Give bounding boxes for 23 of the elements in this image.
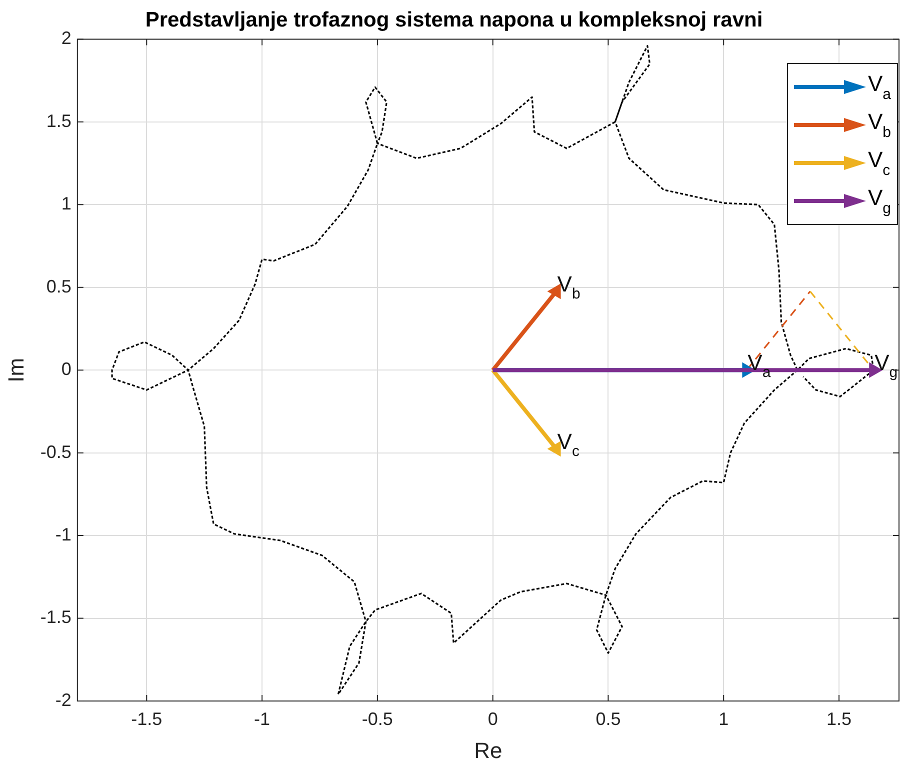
y-tick-label: 0 [61,359,72,380]
x-tick-label: 1 [718,708,729,729]
legend-label: V$_{b}$ [868,109,891,141]
y-axis-title: Im [3,358,28,382]
chart-title: Predstavljanje trofaznog sistema napona u kompleksnoj ravni [145,8,763,32]
x-tick-label: 1.5 [826,708,852,729]
x-tick-label: -1 [254,708,270,729]
y-tick-label: -1 [55,524,72,545]
y-tick-label: -2 [55,690,72,710]
y-tick-label: -0.5 [40,442,72,462]
x-tick-label: -1.5 [131,708,162,729]
y-tick-label: -1.5 [40,607,72,628]
y-tick-label: 1 [61,194,72,214]
legend-label: V$_{a}$ [868,71,891,103]
y-tick-label: 1.5 [46,110,72,131]
x-axis-title: Re [474,738,502,763]
x-tick-label: -0.5 [362,708,393,729]
legend-label: V$_{c}$ [868,147,890,179]
y-tick-label: 2 [61,28,72,48]
y-tick-label: 0.5 [46,276,72,296]
x-tick-label: 0 [488,708,498,729]
x-tick-label: 0.5 [596,708,621,729]
legend-label: V$_{g}$ [868,185,891,217]
